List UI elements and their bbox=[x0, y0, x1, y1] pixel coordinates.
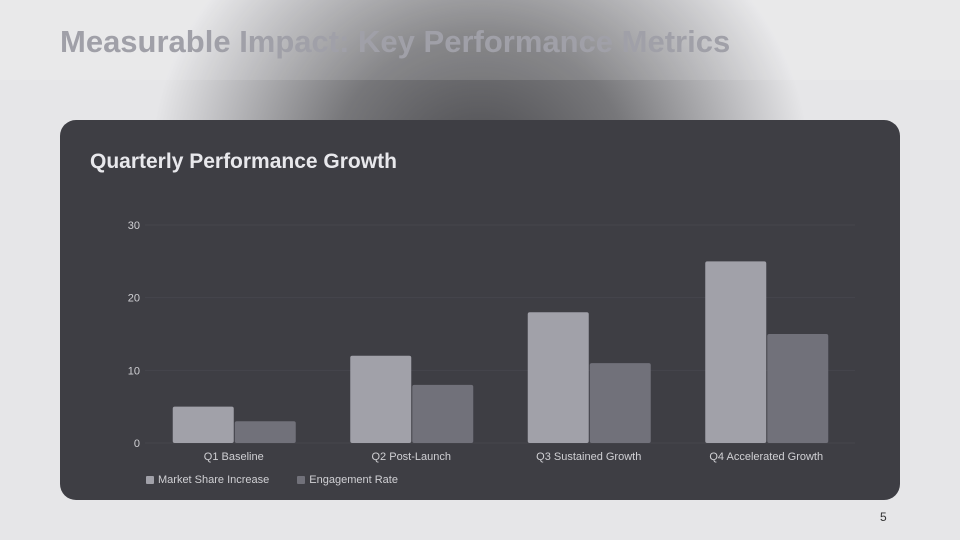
y-tick-label: 20 bbox=[128, 293, 140, 305]
x-tick-label: Q3 Sustained Growth bbox=[536, 451, 641, 463]
bar-market-share-increase bbox=[527, 312, 589, 443]
bar-market-share-increase bbox=[350, 355, 412, 443]
slide-title: Measurable Impact: Key Performance Metri… bbox=[60, 24, 731, 59]
chart-title: Quarterly Performance Growth bbox=[90, 150, 397, 173]
bar-engagement-rate bbox=[767, 334, 829, 443]
x-tick-label: Q1 Baseline bbox=[204, 451, 264, 463]
legend-label: Market Share Increase bbox=[158, 474, 270, 486]
legend-item: Market Share Increase bbox=[146, 474, 269, 486]
bar-engagement-rate bbox=[589, 363, 651, 443]
bar-engagement-rate bbox=[234, 421, 296, 443]
legend-swatch bbox=[146, 476, 154, 484]
y-tick-label: 10 bbox=[128, 365, 140, 377]
bar-engagement-rate bbox=[412, 384, 474, 443]
bar-market-share-increase bbox=[705, 261, 767, 443]
y-tick-label: 0 bbox=[134, 438, 140, 450]
legend-item: Engagement Rate bbox=[297, 474, 398, 486]
legend: Market Share Increase Engagement Rate bbox=[146, 474, 398, 486]
x-tick-label: Q2 Post-Launch bbox=[372, 451, 452, 463]
chart-card: Quarterly Performance Growth 0 10 20 30 Q1 B… bbox=[60, 120, 900, 500]
x-tick-label: Q4 Accelerated Growth bbox=[709, 451, 823, 463]
bar-chart: 0 10 20 30 Q1 Baseline Q2 Post-Launch Q3 Susta… bbox=[128, 220, 855, 463]
y-tick-label: 30 bbox=[128, 220, 140, 232]
bar-market-share-increase bbox=[172, 406, 234, 443]
legend-label: Engagement Rate bbox=[309, 474, 398, 486]
legend-swatch bbox=[297, 476, 306, 484]
page-number: 5 bbox=[880, 510, 887, 524]
title-band bbox=[0, 0, 960, 80]
